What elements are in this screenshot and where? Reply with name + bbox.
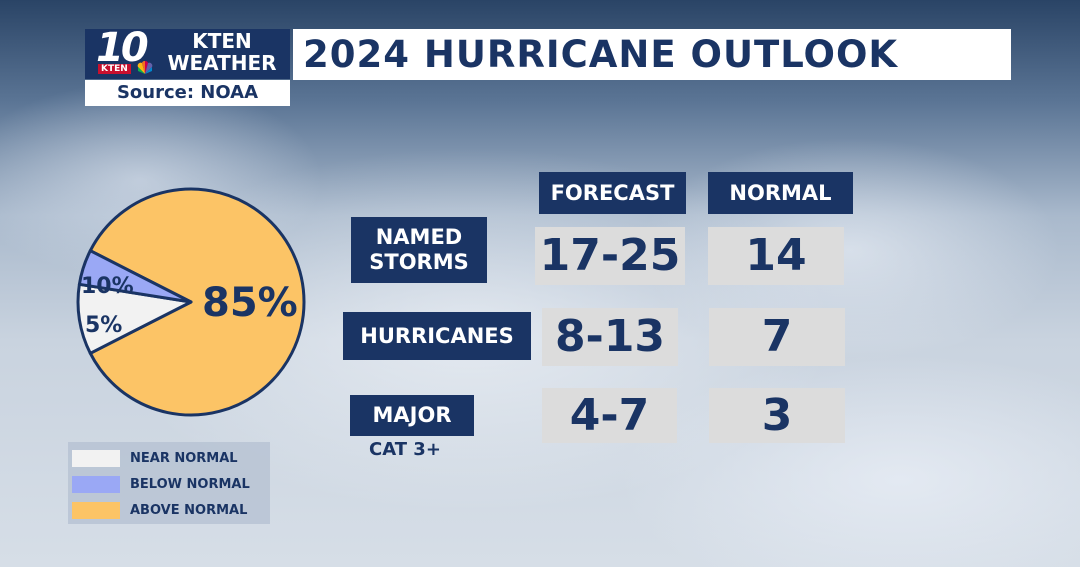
forecast-hurricanes: 8-13 — [542, 308, 678, 366]
legend-swatch-near-normal — [72, 450, 120, 467]
station-name-line1: KTEN — [192, 29, 252, 53]
pie-label-above-normal: 85% — [202, 280, 298, 326]
row-sublabel-cat3: CAT 3+ — [369, 439, 441, 460]
legend-label-near-normal: NEAR NORMAL — [130, 451, 238, 466]
row-label-hurricanes: HURRICANES — [343, 312, 531, 360]
normal-major: 3 — [709, 388, 845, 443]
row-label-major: MAJOR — [350, 395, 474, 436]
column-header-forecast: FORECAST — [539, 172, 686, 214]
forecast-major: 4-7 — [542, 388, 677, 443]
source-label: Source: NOAA — [85, 80, 290, 106]
page-title: 2024 HURRICANE OUTLOOK — [303, 33, 899, 76]
legend-label-below-normal: BELOW NORMAL — [130, 477, 250, 492]
column-header-normal: NORMAL — [708, 172, 853, 214]
row-label-line: STORMS — [369, 250, 469, 274]
title-banner — [293, 29, 1011, 80]
legend-swatch-below-normal — [72, 476, 120, 493]
peacock-icon — [137, 61, 153, 74]
pie-label-near-normal: 10% — [81, 274, 134, 299]
normal-named-storms: 14 — [708, 227, 844, 285]
forecast-named-storms: 17-25 — [535, 227, 685, 285]
row-label-named-storms: NAMED STORMS — [351, 217, 487, 283]
channel-small-label: KTEN — [98, 64, 131, 74]
legend-swatch-above-normal — [72, 502, 120, 519]
station-name: KTEN WEATHER — [162, 30, 282, 74]
pie-slice-above-normal — [88, 187, 306, 417]
normal-hurricanes: 7 — [709, 308, 845, 366]
station-name-line2: WEATHER — [167, 51, 277, 75]
legend-label-above-normal: ABOVE NORMAL — [130, 503, 248, 518]
outlook-pie-chart: 85% 10% 5% — [76, 187, 306, 417]
row-label-line: NAMED — [375, 225, 463, 249]
pie-slice-below-normal — [77, 249, 193, 304]
pie-label-below-normal: 5% — [85, 313, 122, 338]
